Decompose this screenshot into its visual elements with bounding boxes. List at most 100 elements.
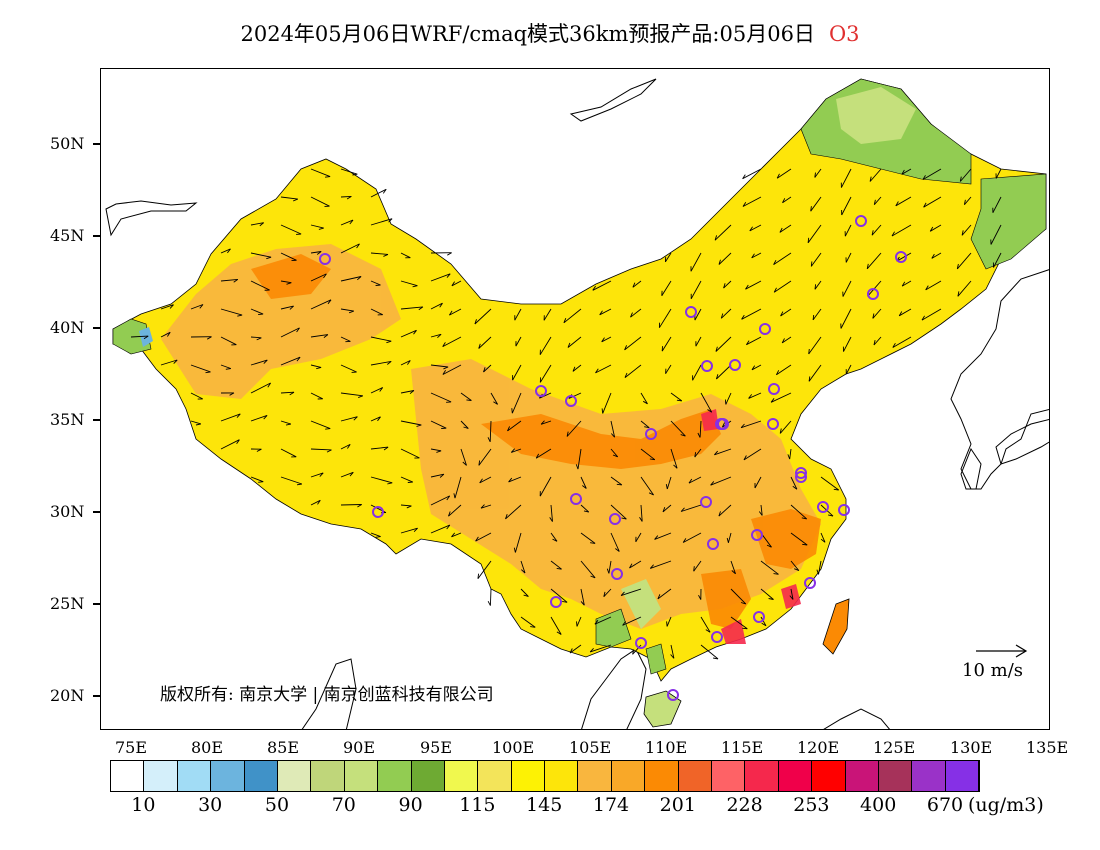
title-text: 2024年05月06日WRF/cmaq模式36km预报产品:05月06日 — [240, 22, 815, 46]
wind-arrow — [370, 280, 381, 286]
wind-arrow — [820, 532, 826, 543]
wind-arrow-head — [263, 415, 268, 420]
lon-label-125e: 125E — [873, 738, 916, 757]
wind-arrow — [693, 560, 702, 572]
wind-arrow — [690, 280, 702, 300]
wind-arrow — [993, 252, 1002, 268]
wind-arrow — [190, 392, 203, 400]
monitoring-site-marker — [759, 323, 771, 335]
legend-swatch — [878, 761, 913, 791]
map-frame — [100, 68, 1050, 730]
wind-arrow-head — [957, 291, 960, 297]
wind-arrow — [760, 588, 774, 600]
wind-arrow — [770, 392, 792, 403]
wind-arrow-head — [741, 314, 745, 320]
wind-scale-arrow — [976, 644, 1028, 658]
legend-swatch — [211, 761, 245, 791]
wind-arrow — [680, 504, 702, 512]
wind-arrow — [430, 473, 444, 478]
wind-arrow-head — [820, 538, 826, 543]
wind-arrow — [610, 420, 616, 438]
monitoring-site-marker — [753, 611, 765, 623]
wind-arrow — [751, 364, 762, 371]
legend-swatch — [745, 761, 779, 791]
wind-arrow-head — [715, 374, 719, 380]
wind-arrow — [507, 420, 522, 432]
legend-swatch — [311, 761, 345, 791]
wind-arrow — [400, 252, 411, 259]
wind-arrow — [640, 476, 654, 496]
wind-arrow — [580, 504, 590, 513]
wind-arrow — [550, 588, 568, 603]
wind-arrow-head — [779, 428, 782, 434]
lat-label-40n: 40N — [50, 318, 85, 337]
wind-arrow — [310, 448, 332, 451]
wind-arrow-head — [589, 647, 594, 653]
wind-arrow-head — [624, 345, 628, 351]
wind-arrow — [340, 392, 363, 397]
wind-arrow-head — [742, 202, 747, 207]
wind-arrow — [841, 168, 852, 188]
wind-arrow — [220, 413, 241, 422]
wind-arrow — [550, 504, 553, 522]
wind-arrow — [818, 560, 822, 575]
wind-arrow — [700, 616, 711, 633]
wind-arrow-head — [833, 488, 839, 491]
wind-arrow — [716, 364, 732, 380]
wind-arrow-head — [639, 517, 643, 522]
wind-arrow-head — [508, 477, 513, 483]
wind-arrow — [789, 448, 792, 460]
wind-arrow — [451, 280, 462, 287]
wind-arrow-head — [807, 237, 810, 243]
wind-arrow — [220, 308, 243, 316]
wind-arrow — [572, 364, 582, 372]
wind-arrow-head — [779, 227, 783, 233]
monitoring-site-marker — [817, 501, 829, 513]
legend-swatch — [945, 761, 980, 791]
monitoring-site-marker — [700, 496, 712, 508]
wind-arrow-head — [572, 366, 576, 372]
wind-arrow-head — [590, 542, 596, 544]
legend-swatch — [645, 761, 679, 791]
wind-arrow — [790, 532, 808, 546]
wind-arrow — [514, 308, 522, 321]
wind-arrow-head — [780, 311, 784, 317]
wind-arrow — [515, 336, 522, 347]
lat-tick — [93, 143, 100, 145]
wind-arrow — [511, 448, 522, 453]
wind-arrow-head — [316, 251, 322, 255]
wind-arrow — [400, 390, 414, 394]
wind-arrow-head — [387, 361, 392, 365]
wind-arrow — [692, 364, 702, 381]
wind-arrow-head — [325, 176, 331, 178]
wind-arrow-head — [794, 568, 800, 572]
wind-arrow — [580, 532, 596, 544]
wind-arrow-head — [347, 444, 351, 449]
wind-arrow-head — [676, 399, 682, 402]
wind-arrow-head — [357, 504, 362, 508]
wind-arrow — [340, 276, 362, 282]
wind-arrow — [568, 392, 582, 399]
wind-arrow-head — [475, 536, 479, 542]
wind-arrow-head — [348, 310, 354, 314]
wind-arrow-head — [662, 507, 666, 513]
wind-arrow-head — [766, 544, 772, 548]
wind-arrow-head — [721, 422, 726, 428]
wind-arrow-head — [773, 573, 779, 575]
wind-arrow-head — [567, 342, 571, 348]
wind-arrow — [478, 336, 492, 349]
wind-arrow — [539, 476, 552, 497]
monitoring-site-marker — [701, 360, 713, 372]
wind-arrow — [661, 336, 672, 352]
china-o3-map — [105, 78, 1049, 729]
wind-arrow — [160, 304, 174, 310]
monitoring-site-marker — [768, 383, 780, 395]
wind-arrow — [700, 392, 713, 413]
wind-arrow-head — [582, 485, 587, 489]
wind-arrow-head — [448, 511, 451, 517]
wind-arrow-head — [442, 370, 446, 375]
wind-arrow-head — [895, 201, 899, 207]
wind-arrow — [280, 391, 295, 394]
wind-arrow — [959, 168, 972, 182]
wind-arrow-head — [649, 564, 654, 569]
